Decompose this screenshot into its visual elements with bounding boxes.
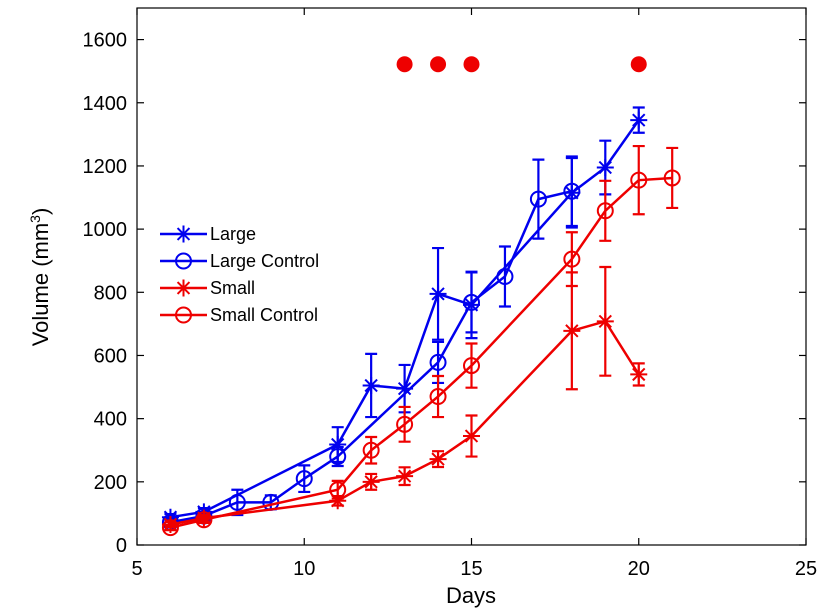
significance-dot <box>463 56 480 73</box>
series-3 <box>161 144 681 537</box>
error-bar <box>599 179 612 242</box>
data-point <box>396 380 414 398</box>
data-point <box>563 182 581 200</box>
x-tick-label: 25 <box>795 558 817 580</box>
legend-marker <box>175 225 192 243</box>
data-point <box>630 365 648 383</box>
y-tick-label: 1000 <box>83 219 128 241</box>
error-bar <box>666 146 679 210</box>
data-point <box>596 312 614 330</box>
data-point <box>463 427 480 445</box>
data-point <box>563 250 581 268</box>
error-bar <box>465 271 478 334</box>
data-point <box>529 190 547 208</box>
data-point <box>195 511 213 529</box>
significance-dot <box>396 56 413 73</box>
data-point <box>396 415 414 433</box>
error-bar <box>498 245 511 308</box>
data-point <box>362 473 380 491</box>
data-point <box>329 448 347 466</box>
data-point <box>362 376 380 394</box>
error-bar <box>532 158 545 240</box>
legend-marker <box>175 252 192 270</box>
legend-label: Large Control <box>210 251 319 271</box>
error-bar <box>432 374 445 419</box>
y-tick-label: 1400 <box>83 93 128 115</box>
error-bar <box>565 155 578 228</box>
series-1 <box>161 155 581 531</box>
legend-entry: Small Control <box>160 305 318 325</box>
y-axis-label-main: Volume (mm <box>28 223 53 346</box>
data-point <box>463 293 480 311</box>
error-bar <box>465 342 478 389</box>
y-tick-label: 200 <box>94 472 127 494</box>
significance-markers <box>396 56 647 73</box>
data-point <box>663 169 681 187</box>
data-point <box>596 159 614 177</box>
error-bar <box>331 479 344 500</box>
legend-entry: Large <box>160 224 256 244</box>
data-point <box>329 492 347 510</box>
y-tick-label: 800 <box>94 282 127 304</box>
y-axis-label-sup: 3 <box>27 215 43 223</box>
y-axis-label: Volume (mm3) <box>27 208 53 347</box>
data-point <box>463 357 480 375</box>
series-line <box>170 319 640 526</box>
data-point <box>329 481 347 499</box>
x-tick-label: 15 <box>460 558 482 580</box>
legend-marker <box>175 279 192 297</box>
error-bar <box>197 515 210 524</box>
error-bar <box>164 523 177 532</box>
series-layer <box>161 106 681 537</box>
series-line <box>170 119 640 519</box>
ticks: 5 10 15 20 25 0 200 400 600 800 1000 1200 1400 1600 <box>83 8 817 580</box>
data-point <box>630 171 648 189</box>
x-axis-label: Days <box>446 583 496 608</box>
y-tick-label: 1600 <box>83 30 128 52</box>
error-bar <box>565 231 578 288</box>
legend-label: Small <box>210 278 255 298</box>
data-point <box>496 268 514 285</box>
data-point <box>396 467 414 485</box>
data-point <box>362 441 380 459</box>
data-point <box>630 111 648 129</box>
data-point <box>161 519 179 537</box>
legend-entry: Small <box>160 278 255 298</box>
data-point <box>429 388 447 406</box>
legend-label: Large <box>210 224 256 244</box>
y-axis-label-close: ) <box>28 208 53 215</box>
data-point <box>596 202 614 220</box>
legend-entry: Large Control <box>160 251 319 271</box>
x-tick-label: 5 <box>131 558 142 580</box>
error-bar <box>298 464 311 494</box>
x-tick-label: 20 <box>628 558 650 580</box>
legend-label: Small Control <box>210 305 318 325</box>
series-2 <box>161 265 648 533</box>
legend: Large Large Control Small Small Control <box>160 224 319 325</box>
legend-marker <box>175 306 192 324</box>
significance-dot <box>430 56 447 73</box>
x-tick-label: 10 <box>293 558 315 580</box>
significance-dot <box>630 56 647 73</box>
y-tick-label: 600 <box>94 345 127 367</box>
data-point <box>228 493 246 511</box>
error-bar <box>365 435 378 465</box>
data-point <box>329 436 347 454</box>
error-bar <box>331 445 344 468</box>
data-point <box>563 322 581 340</box>
data-point <box>429 450 447 468</box>
error-bar <box>632 144 645 216</box>
y-tick-label: 400 <box>94 409 127 431</box>
data-point <box>295 470 313 488</box>
y-tick-label: 0 <box>116 535 127 557</box>
data-point <box>429 285 447 303</box>
y-tick-label: 1200 <box>83 156 128 178</box>
data-point <box>429 353 447 371</box>
error-bar <box>398 405 411 443</box>
